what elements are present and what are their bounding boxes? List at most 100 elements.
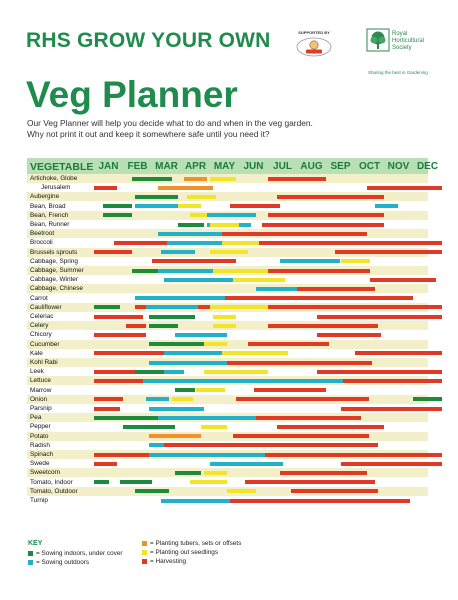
bar-harvesting <box>233 434 370 439</box>
key-swatch-indoors <box>28 551 33 556</box>
bar-harvesting <box>355 351 442 356</box>
bar-harvesting <box>247 342 329 347</box>
vegetable-name: Leek <box>30 368 44 376</box>
vegetable-name: Celeriac <box>30 313 54 320</box>
vegetable-name: Carrot <box>30 294 48 302</box>
table-row: Broccoli <box>27 238 442 247</box>
vegetable-name: Celery <box>30 322 49 330</box>
bar-harvesting <box>317 314 442 319</box>
table-row: Celeriac <box>27 312 442 321</box>
bar-harvesting <box>268 323 379 328</box>
bar-indoors <box>134 369 164 374</box>
bar-seedlings <box>227 489 257 494</box>
month-header: JAN <box>98 161 119 172</box>
bar-harvesting <box>94 332 147 337</box>
month-header: JUL <box>273 161 292 172</box>
bar-harvesting <box>253 388 326 393</box>
bar-indoors <box>94 415 158 420</box>
bar-harvesting <box>134 305 442 310</box>
bar-harvesting <box>276 424 384 429</box>
bar-indoors <box>175 470 202 475</box>
bar-indoors <box>149 314 196 319</box>
bar-outdoors <box>210 461 283 466</box>
vegetable-name: Bean, Runner <box>30 221 70 228</box>
vegetable-name: Tomato, Indoor <box>30 478 73 486</box>
bar-indoors <box>149 342 205 347</box>
society-name: Royal Horticultural Society <box>392 31 424 52</box>
key-title: KEY <box>28 540 43 547</box>
bar-harvesting <box>94 369 150 374</box>
vegetable-name: Marrow <box>30 386 52 394</box>
month-header: JUN <box>243 161 264 172</box>
vegetable-name: Kale <box>30 349 43 357</box>
bar-outdoors <box>175 332 228 337</box>
bar-indoors <box>131 176 173 181</box>
key-legend: KEY = Sowing indoors, under cover = Sowi… <box>28 538 428 578</box>
table-row: Pepper <box>27 422 428 431</box>
table-row: Carrot <box>27 294 428 303</box>
bar-harvesting <box>244 480 376 485</box>
table-row: Turnip <box>27 496 428 505</box>
table-row: Lettuce <box>27 376 442 386</box>
bar-harvesting <box>262 222 384 227</box>
vegetable-name: Cabbage, Chinese <box>30 285 83 293</box>
bar-harvesting <box>152 259 237 264</box>
bar-harvesting <box>340 461 442 466</box>
vegetable-name: Cabbage, Summer <box>30 267 84 274</box>
table-row: Onion <box>27 394 442 404</box>
month-header: SEP <box>330 161 351 172</box>
bar-seedlings <box>189 213 208 218</box>
table-row: Potato <box>27 431 428 441</box>
bar-indoors <box>123 424 176 429</box>
bar-harvesting <box>94 314 144 319</box>
bar-seedlings <box>210 250 248 255</box>
bar-outdoors <box>143 378 344 383</box>
bar-tubers <box>149 434 202 439</box>
vegetable-name: Sweetcorn <box>30 469 61 477</box>
table-row: Radish <box>27 441 428 450</box>
bar-harvesting <box>94 397 123 402</box>
key-label: = Sowing outdoors <box>36 559 90 566</box>
society-tagline: Sharing the best in Gardening <box>368 70 428 75</box>
bar-indoors <box>175 388 196 393</box>
bar-seedlings <box>186 194 216 199</box>
bar-outdoors <box>134 296 274 301</box>
bar-harvesting <box>94 452 442 457</box>
bar-indoors <box>120 480 152 485</box>
bar-seedlings <box>204 342 228 347</box>
table-row: Cabbage, Winter <box>27 275 437 284</box>
bar-outdoors <box>146 397 170 402</box>
bar-indoors <box>134 194 179 199</box>
vegetable-name: Cauliflower <box>30 303 62 311</box>
bar-seedlings <box>201 424 228 429</box>
intro-line: Our Veg Planner will help you decide wha… <box>27 118 313 128</box>
bar-seedlings <box>204 470 228 475</box>
bar-harvesting <box>230 204 280 209</box>
intro-line: Why not print it out and keep it somewhe… <box>27 129 270 139</box>
bar-seedlings <box>212 323 237 328</box>
key-label: = Harvesting <box>150 558 187 565</box>
bar-outdoors <box>149 406 205 411</box>
table-row: Cauliflower <box>27 302 442 312</box>
bar-harvesting <box>276 194 384 199</box>
month-header: FEB <box>127 161 148 172</box>
bar-seedlings <box>210 305 268 310</box>
society-name-line: Royal <box>392 31 408 37</box>
bar-indoors <box>178 222 205 227</box>
month-header: DEC <box>416 161 439 172</box>
vegetable-name: Potato <box>30 432 49 440</box>
society-name-line: Society <box>392 45 412 51</box>
month-header: AUG <box>300 161 323 172</box>
bar-seedlings <box>210 176 237 181</box>
month-header: MAR <box>155 161 178 172</box>
table-row: Cucumber <box>27 339 428 349</box>
table-row: Jerusalem <box>27 183 442 192</box>
vegetable-name: Turnip <box>30 497 48 504</box>
sponsor-logo <box>296 37 332 57</box>
bar-outdoors <box>149 452 266 457</box>
page-title: Veg Planner <box>26 74 238 115</box>
bar-harvesting <box>317 332 382 337</box>
vegetable-name: Bean, French <box>30 211 69 219</box>
bar-harvesting <box>340 406 442 411</box>
bar-seedlings <box>212 314 237 319</box>
